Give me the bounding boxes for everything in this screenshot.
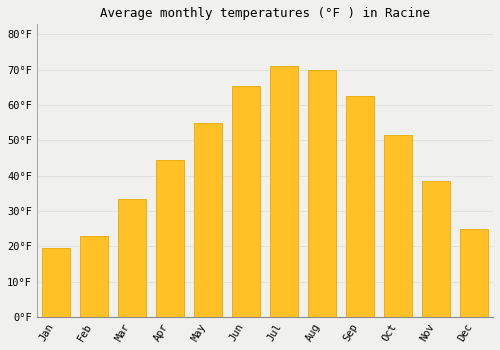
Bar bbox=[460, 229, 488, 317]
Bar bbox=[308, 70, 336, 317]
Bar bbox=[156, 160, 184, 317]
Bar bbox=[384, 135, 412, 317]
Bar bbox=[80, 236, 108, 317]
Bar bbox=[232, 86, 260, 317]
Bar bbox=[194, 123, 222, 317]
Bar bbox=[118, 199, 146, 317]
Bar bbox=[270, 66, 298, 317]
Bar bbox=[422, 181, 450, 317]
Title: Average monthly temperatures (°F ) in Racine: Average monthly temperatures (°F ) in Ra… bbox=[100, 7, 430, 20]
Bar bbox=[346, 96, 374, 317]
Bar bbox=[42, 248, 70, 317]
